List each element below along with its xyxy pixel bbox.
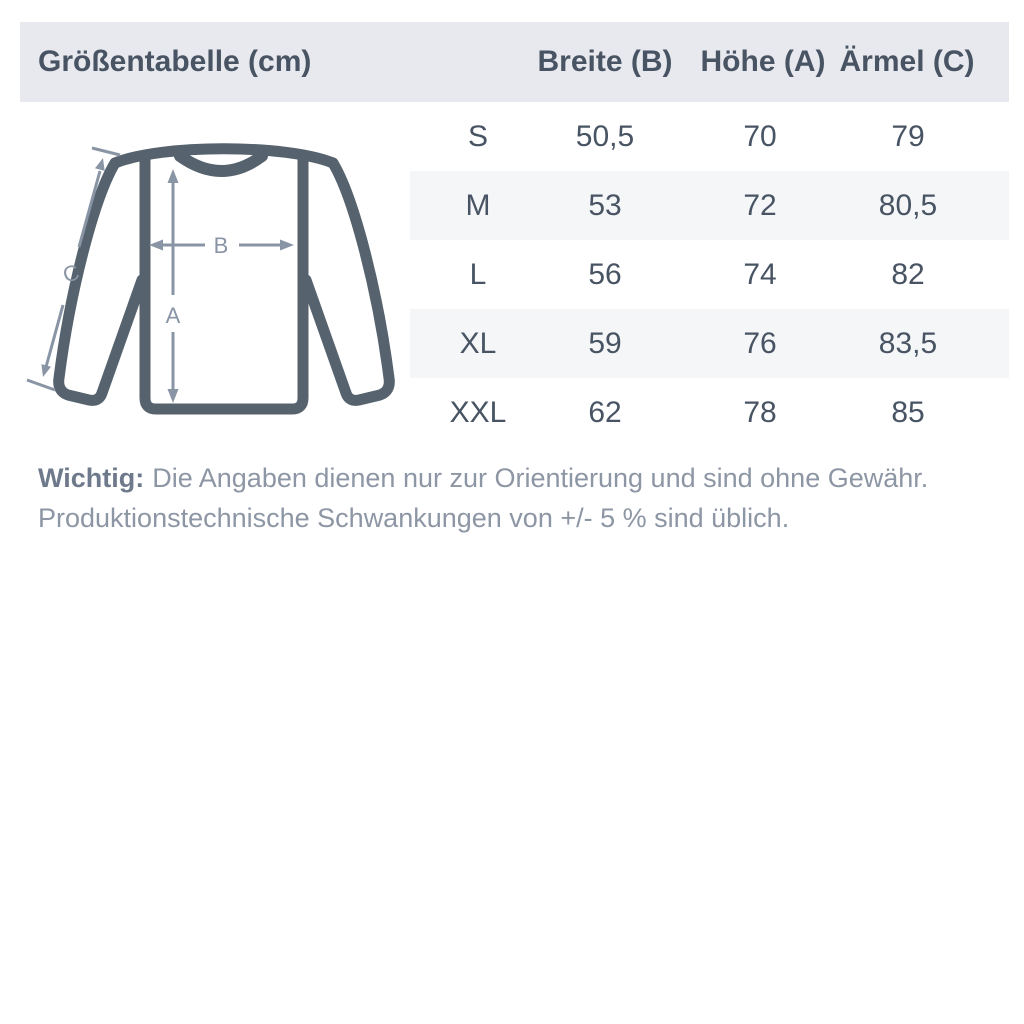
note-line1: Die Angaben dienen nur zur Orientierung … <box>152 463 929 493</box>
size-table-body: S 50,5 70 79 M 53 72 80,5 L 56 74 82 XL 59 76 83,5 XXL 62… <box>410 102 1009 447</box>
cell-hoehe: 74 <box>743 258 777 291</box>
table-header: Größentabelle (cm) Breite (B) Höhe (A) Ä… <box>20 22 1009 102</box>
table-row: M 53 72 80,5 <box>410 171 1009 240</box>
cell-size: XL <box>459 327 497 360</box>
cell-aermel: 83,5 <box>878 327 938 360</box>
note-label: Wichtig: <box>38 463 145 493</box>
cell-hoehe: 70 <box>743 120 777 153</box>
column-header-aermel: Ärmel (C) <box>839 45 975 78</box>
cell-size: S <box>467 120 489 153</box>
table-row: L 56 74 82 <box>410 240 1009 309</box>
sweater-outline-icon <box>53 143 395 415</box>
cell-aermel: 85 <box>891 396 925 429</box>
measure-arrow-sleeve-c <box>26 146 121 392</box>
note-line2: Produktionstechnische Schwankungen von +… <box>38 503 790 533</box>
cell-hoehe: 76 <box>743 327 777 360</box>
cell-size: L <box>469 258 487 291</box>
cell-breite: 50,5 <box>575 120 635 153</box>
cell-breite: 62 <box>588 396 622 429</box>
page-title: Größentabelle (cm) <box>38 45 312 78</box>
table-row: S 50,5 70 79 <box>410 102 1009 171</box>
measure-arrow-height-a <box>167 169 179 403</box>
table-row: XXL 62 78 85 <box>410 378 1009 447</box>
label-b: B <box>214 233 229 258</box>
cell-breite: 53 <box>588 189 622 222</box>
cell-size: M <box>465 189 491 222</box>
measure-arrow-width-b <box>149 239 294 251</box>
cell-breite: 59 <box>588 327 622 360</box>
label-a: A <box>166 303 181 328</box>
cell-hoehe: 78 <box>743 396 777 429</box>
label-c: C <box>60 259 82 287</box>
cell-aermel: 82 <box>891 258 925 291</box>
cell-breite: 56 <box>588 258 622 291</box>
sweater-measurement-diagram: A B C <box>26 143 395 415</box>
cell-aermel: 79 <box>891 120 925 153</box>
column-header-breite: Breite (B) <box>537 45 673 78</box>
cell-hoehe: 72 <box>743 189 777 222</box>
column-header-hoehe: Höhe (A) <box>700 45 826 78</box>
disclaimer-note: Wichtig: Die Angaben dienen nur zur Orien… <box>38 458 998 538</box>
cell-size: XXL <box>449 396 507 429</box>
table-row: XL 59 76 83,5 <box>410 309 1009 378</box>
cell-aermel: 80,5 <box>878 189 938 222</box>
